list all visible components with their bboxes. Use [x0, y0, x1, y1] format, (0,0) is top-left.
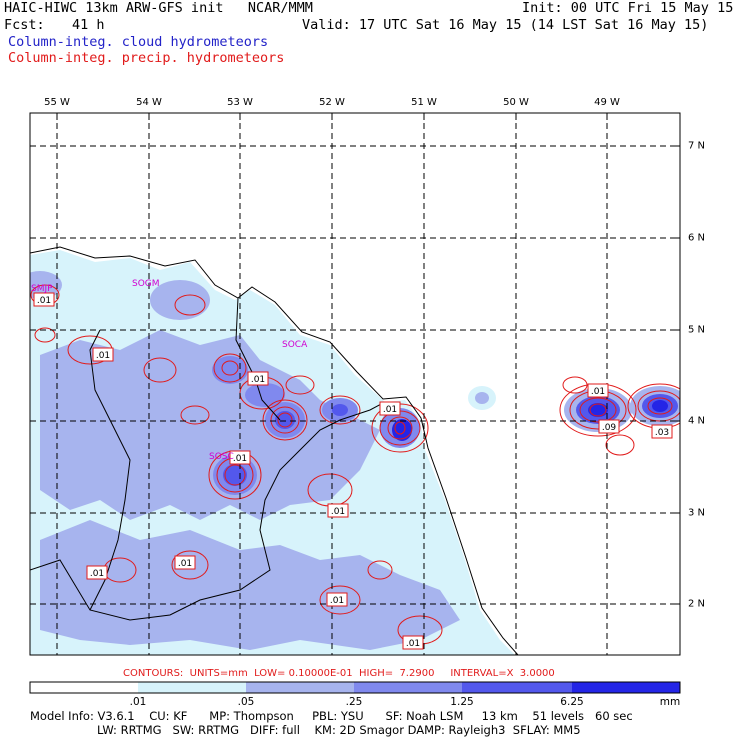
field-title-cloud: Column-integ. cloud hydrometeors [8, 34, 269, 50]
contour-label: .01 [327, 503, 349, 518]
svg-text:.01: .01 [330, 596, 344, 606]
station-label: SOSC [209, 452, 234, 462]
cloud-shading [30, 250, 680, 655]
map-frame [29, 112, 681, 656]
lon-label-53w: 53 W [227, 97, 253, 108]
lat-label-4n: 4 N [688, 415, 706, 427]
station-label: SOGM [132, 279, 160, 289]
lat-label-2n: 2 N [688, 598, 706, 610]
svg-text:.01: .01 [591, 387, 605, 397]
lat-label-5n: 5 N [688, 324, 706, 336]
contour-label: .01 [86, 565, 108, 580]
lon-label-51w: 51 W [411, 97, 437, 108]
contour-label: .01 [379, 401, 401, 416]
legend-tick: .25 [345, 696, 363, 708]
svg-text:.03: .03 [655, 428, 669, 438]
header-title: HAIC-HIWC 13km ARW-GFS init NCAR/MMM [4, 0, 313, 16]
model-info-line1: Model Info: V3.6.1 CU: KF MP: Thompson P… [30, 709, 633, 723]
legend-swatch [572, 682, 680, 693]
contour-label: .01 [229, 450, 251, 465]
svg-text:.01: .01 [90, 569, 104, 579]
legend-swatch [30, 682, 138, 693]
svg-text:.01: .01 [178, 559, 192, 569]
contour-label: .01 [247, 371, 269, 386]
model-info-line2: LW: RRTMG SW: RRTMG DIFF: full KM: 2D Sm… [97, 723, 581, 737]
svg-text:.09: .09 [602, 423, 617, 433]
legend-units: mm [659, 696, 681, 708]
legend-tick: .05 [237, 696, 255, 708]
header-init: Init: 00 UTC Fri 15 May 15 [522, 0, 734, 16]
svg-text:.01: .01 [37, 296, 51, 306]
lat-label-3n: 3 N [688, 507, 706, 519]
legend-swatch [354, 682, 462, 693]
legend-swatch [246, 682, 354, 693]
legend-tick: 1.25 [450, 696, 474, 708]
contour-label: .01 [174, 555, 196, 570]
svg-text:.01: .01 [233, 454, 247, 464]
legend-swatch [462, 682, 572, 693]
axis-ticks [56, 113, 680, 605]
contour-label: .01 [326, 592, 348, 607]
field-title-precip: Column-integ. precip. hydrometeors [8, 50, 285, 66]
contour-label: .03 [651, 424, 673, 439]
station-label: SOCA [282, 340, 308, 350]
legend-swatch [138, 682, 246, 693]
svg-text:.01: .01 [406, 639, 420, 649]
contour-label: .01 [587, 383, 609, 398]
header-valid: Valid: 17 UTC Sat 16 May 15 (14 LST Sat … [302, 17, 709, 33]
lon-label-55w: 55 W [44, 97, 70, 108]
lon-label-50w: 50 W [503, 97, 529, 108]
contour-label: .01 [402, 635, 424, 650]
svg-text:.01: .01 [383, 405, 397, 415]
contour-label: .01 [33, 292, 55, 307]
svg-text:.01: .01 [331, 507, 345, 517]
header-fcst-value: 41 h [72, 17, 105, 33]
contour-info: CONTOURS: UNITS=mm LOW= 0.10000E-01 HIGH… [123, 668, 555, 679]
lat-label-7n: 7 N [688, 140, 706, 152]
header-fcst-label: Fcst: [4, 17, 45, 33]
legend-tick: .01 [129, 696, 147, 708]
lat-label-6n: 6 N [688, 232, 706, 244]
legend-tick: 6.25 [560, 696, 584, 708]
contour-label: .01 [92, 347, 114, 362]
lon-label-49w: 49 W [594, 97, 620, 108]
contour-label: .09 [598, 419, 620, 434]
svg-text:.01: .01 [251, 375, 265, 385]
station-label: SMJP [31, 284, 53, 294]
lon-label-54w: 54 W [136, 97, 162, 108]
graticule [30, 113, 680, 655]
lon-label-52w: 52 W [319, 97, 345, 108]
svg-text:.01: .01 [96, 351, 110, 361]
contour-label-group: .01 .01 .01 .01 .01 .01 .01 .01 .01 .01 .01 .03 .09 [33, 292, 673, 650]
